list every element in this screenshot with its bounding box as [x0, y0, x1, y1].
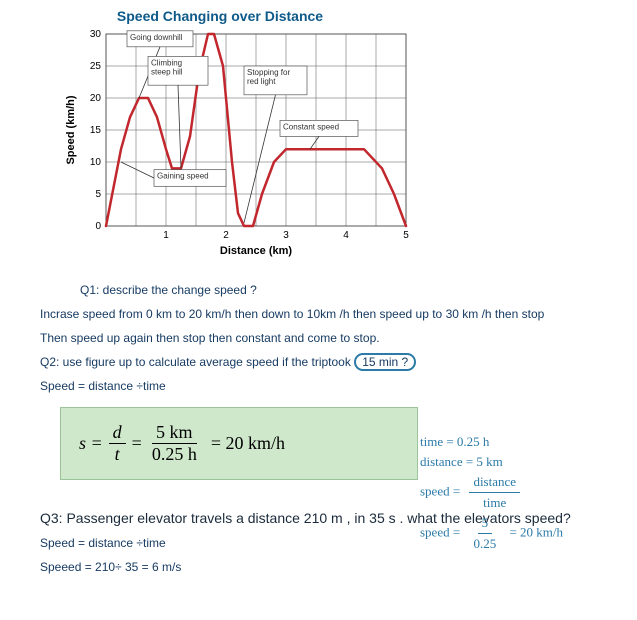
- formula-box: s = d t = 5 km 0.25 h = 20 km/h: [60, 407, 418, 480]
- svg-text:1: 1: [163, 230, 169, 241]
- q1-prompt: Q1: describe the change speed ?: [80, 283, 627, 297]
- svg-text:10: 10: [90, 157, 102, 168]
- svg-text:Stopping for: Stopping for: [247, 68, 290, 77]
- hand-frac2: 5 0.25: [469, 513, 500, 554]
- formula-frac1: d t: [109, 422, 126, 465]
- hand-frac1-den: time: [479, 493, 510, 513]
- formula-frac2-den: 0.25 h: [148, 444, 201, 465]
- formula-frac2: 5 km 0.25 h: [148, 422, 201, 465]
- formula-frac1-num: d: [109, 422, 126, 444]
- hand-l3: speed = distance time: [420, 472, 620, 513]
- svg-text:4: 4: [343, 230, 349, 241]
- formula-result: = 20 km/h: [211, 433, 285, 454]
- hand-frac1-num: distance: [469, 472, 520, 493]
- hand-l2: distance = 5 km: [420, 452, 620, 472]
- svg-text:25: 25: [90, 61, 102, 72]
- svg-text:Climbing: Climbing: [151, 58, 182, 67]
- svg-text:5: 5: [95, 189, 101, 200]
- formula-frac2-num: 5 km: [152, 422, 197, 444]
- svg-text:2: 2: [223, 230, 229, 241]
- q1-answer-line1: Incrase speed from 0 km to 20 km/h then …: [40, 307, 627, 321]
- q2-circled: 15 min ?: [354, 353, 416, 371]
- svg-text:Distance (km): Distance (km): [220, 245, 292, 257]
- q2-line1: Speed = distance ÷time: [40, 379, 627, 393]
- svg-text:5: 5: [403, 230, 409, 241]
- hand-l4a: speed =: [420, 524, 460, 539]
- hand-l4: speed = 5 0.25 = 20 km/h: [420, 513, 620, 554]
- svg-text:Speed (km/h): Speed (km/h): [65, 95, 77, 164]
- hand-frac2-den: 0.25: [469, 534, 500, 554]
- svg-text:15: 15: [90, 125, 102, 136]
- chart-title: Speed Changing over Distance: [60, 8, 380, 24]
- hand-frac2-num: 5: [478, 513, 493, 534]
- formula-frac1-den: t: [111, 444, 124, 465]
- speed-distance-chart: 1 2 3 4 5 0 5 10 15 20 25 30 Distance (km) Speed (km/…: [60, 28, 420, 258]
- svg-text:0: 0: [95, 221, 101, 232]
- svg-text:red light: red light: [247, 77, 276, 86]
- formula-eq1: =: [132, 433, 142, 454]
- hand-l3a: speed =: [420, 483, 460, 498]
- svg-text:Gaining speed: Gaining speed: [157, 172, 209, 181]
- page: Speed Changing over Distance 1 2 3 4 5 0 5 10 15…: [0, 0, 637, 604]
- svg-text:30: 30: [90, 29, 102, 40]
- hand-frac1: distance time: [469, 472, 520, 513]
- q2-prompt: Q2: use figure up to calculate average s…: [40, 355, 627, 369]
- svg-text:20: 20: [90, 93, 102, 104]
- formula-lhs: s =: [79, 433, 103, 454]
- chart-wrap: Speed Changing over Distance 1 2 3 4 5 0 5 10 15…: [60, 8, 627, 263]
- svg-text:3: 3: [283, 230, 289, 241]
- hand-l1: time = 0.25 h: [420, 432, 620, 452]
- q1-answer-line2: Then speed up again then stop then const…: [40, 331, 627, 345]
- hand-l4b: = 20 km/h: [509, 524, 563, 539]
- svg-text:Constant speed: Constant speed: [283, 122, 339, 131]
- q2-prompt-text: Q2: use figure up to calculate average s…: [40, 355, 354, 369]
- svg-text:Going downhill: Going downhill: [130, 33, 183, 42]
- q3-line2: Speeed = 210÷ 35 = 6 m/s: [40, 560, 627, 574]
- svg-text:steep hill: steep hill: [151, 67, 183, 76]
- handwritten-notes: time = 0.25 h distance = 5 km speed = di…: [420, 432, 620, 554]
